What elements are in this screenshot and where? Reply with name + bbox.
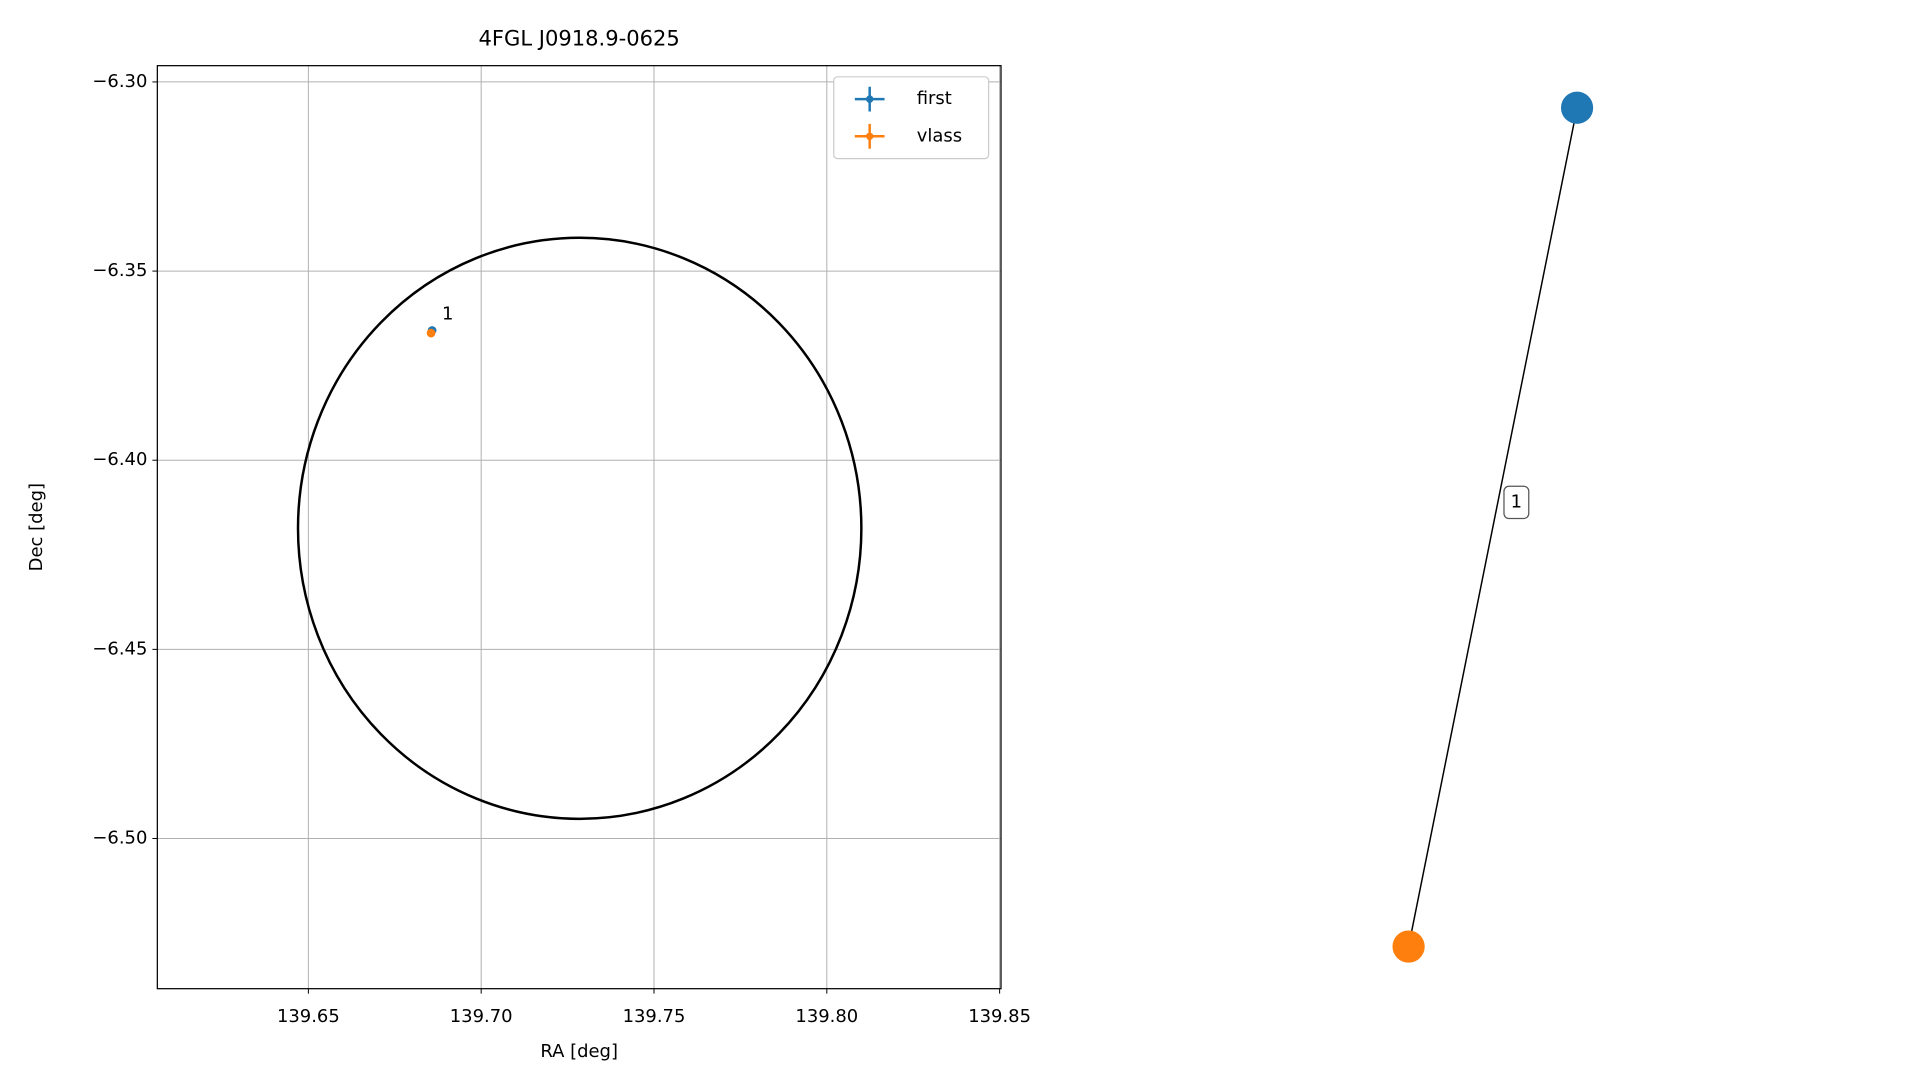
circle (296, 236, 863, 821)
y-tick-label: −6.30 (92, 71, 147, 92)
chart-title: 4FGL J0918.9-0625 (479, 26, 680, 51)
legend-label: first (917, 88, 952, 109)
point (426, 328, 436, 338)
y-tick-label: −6.35 (92, 260, 147, 281)
x-axis-label: RA [deg] (540, 1041, 618, 1062)
annotation: 1 (442, 303, 453, 324)
legend-label: vlass (917, 125, 962, 146)
axes-frame (156, 65, 1002, 990)
x-tick-label: 139.85 (968, 1006, 1031, 1027)
edge-label-box (1503, 485, 1530, 520)
node (1392, 930, 1425, 963)
y-axis-label: Dec [deg] (26, 483, 47, 571)
edge-label: 1 (1511, 491, 1522, 512)
legend-box (833, 76, 990, 160)
y-tick-label: −6.40 (92, 449, 147, 470)
y-tick-label: −6.50 (92, 828, 147, 849)
x-tick-label: 139.65 (277, 1006, 340, 1027)
edge (1407, 107, 1578, 947)
x-tick-label: 139.70 (450, 1006, 513, 1027)
node (1560, 91, 1594, 124)
x-tick-label: 139.80 (795, 1006, 858, 1027)
y-tick-label: −6.45 (92, 638, 147, 659)
legend-marker (865, 95, 874, 103)
legend-marker (865, 132, 874, 141)
x-tick-label: 139.75 (623, 1006, 686, 1027)
